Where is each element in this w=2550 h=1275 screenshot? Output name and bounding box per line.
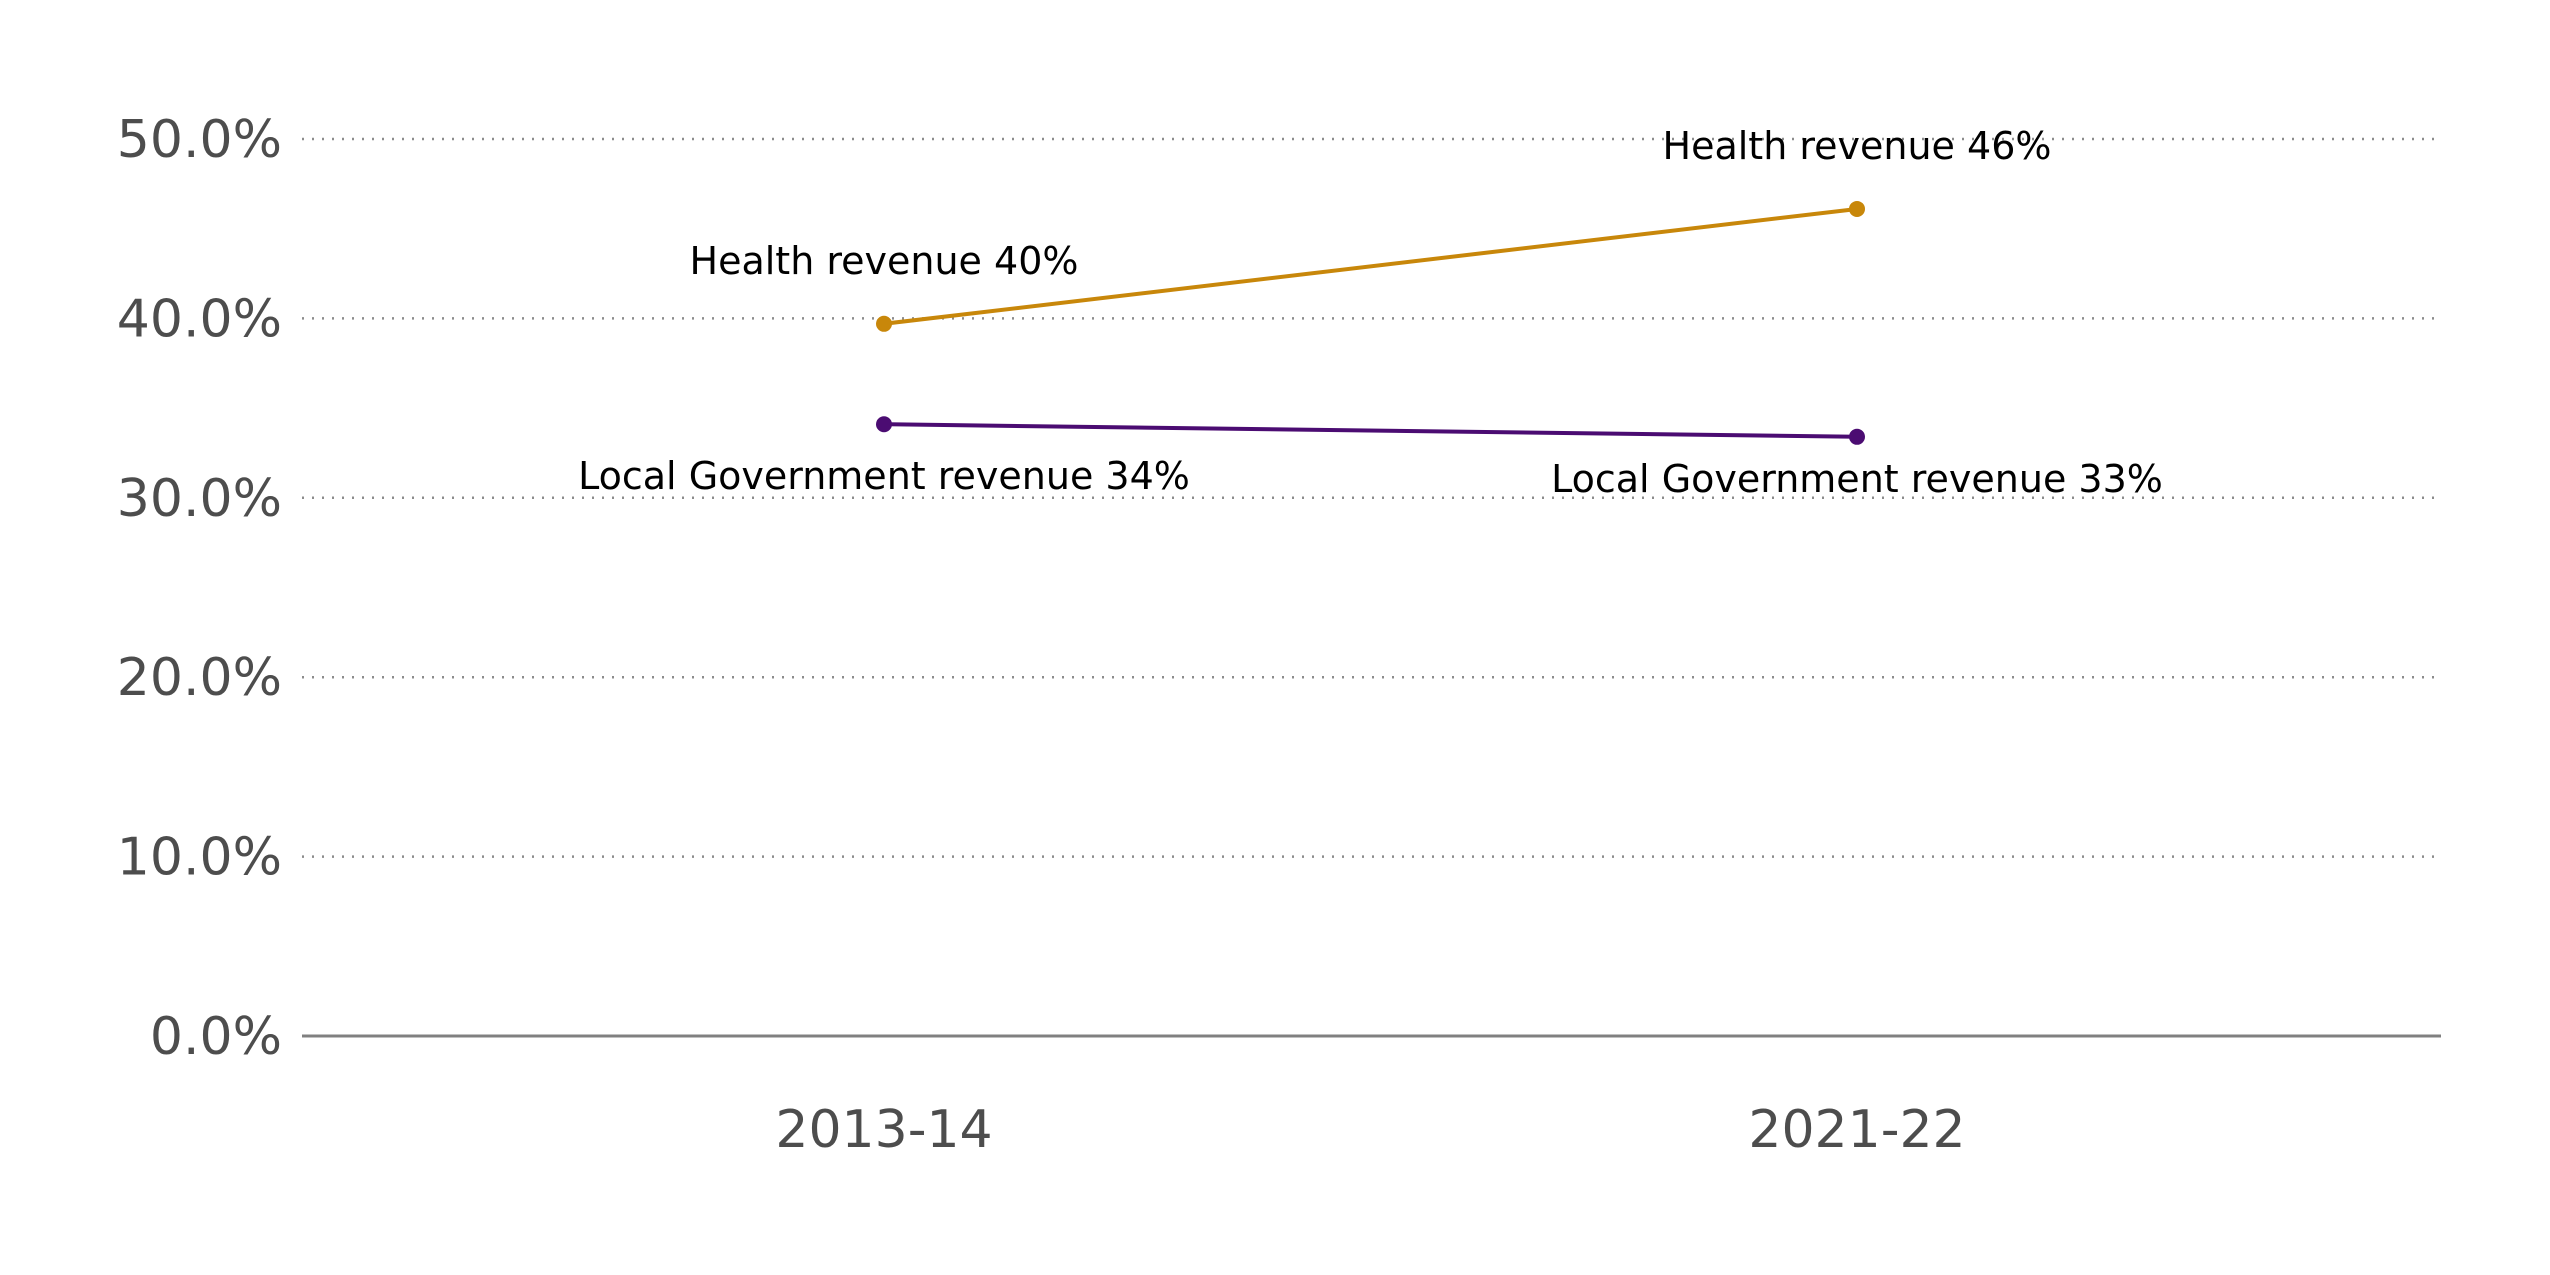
x-tick-label: 2013-14 bbox=[775, 1100, 992, 1160]
data-point bbox=[1849, 200, 1865, 217]
data-label: Local Government revenue 33% bbox=[1551, 457, 2163, 501]
y-tick-label: 0.0% bbox=[150, 1007, 282, 1067]
data-point bbox=[1849, 428, 1865, 445]
data-label: Health revenue 46% bbox=[1663, 124, 2052, 168]
y-tick-label: 50.0% bbox=[117, 110, 282, 170]
x-tick-label: 2021-22 bbox=[1748, 1100, 1965, 1160]
y-tick-label: 10.0% bbox=[117, 828, 282, 888]
data-label: Health revenue 40% bbox=[690, 239, 1079, 283]
series-line bbox=[883, 206, 1858, 326]
y-tick-label: 40.0% bbox=[117, 289, 282, 349]
series-line bbox=[883, 422, 1858, 439]
data-point bbox=[876, 416, 892, 433]
data-label: Local Government revenue 34% bbox=[578, 454, 1190, 498]
data-point bbox=[876, 315, 892, 332]
y-tick-label: 30.0% bbox=[117, 469, 282, 529]
y-tick-label: 20.0% bbox=[117, 648, 282, 708]
